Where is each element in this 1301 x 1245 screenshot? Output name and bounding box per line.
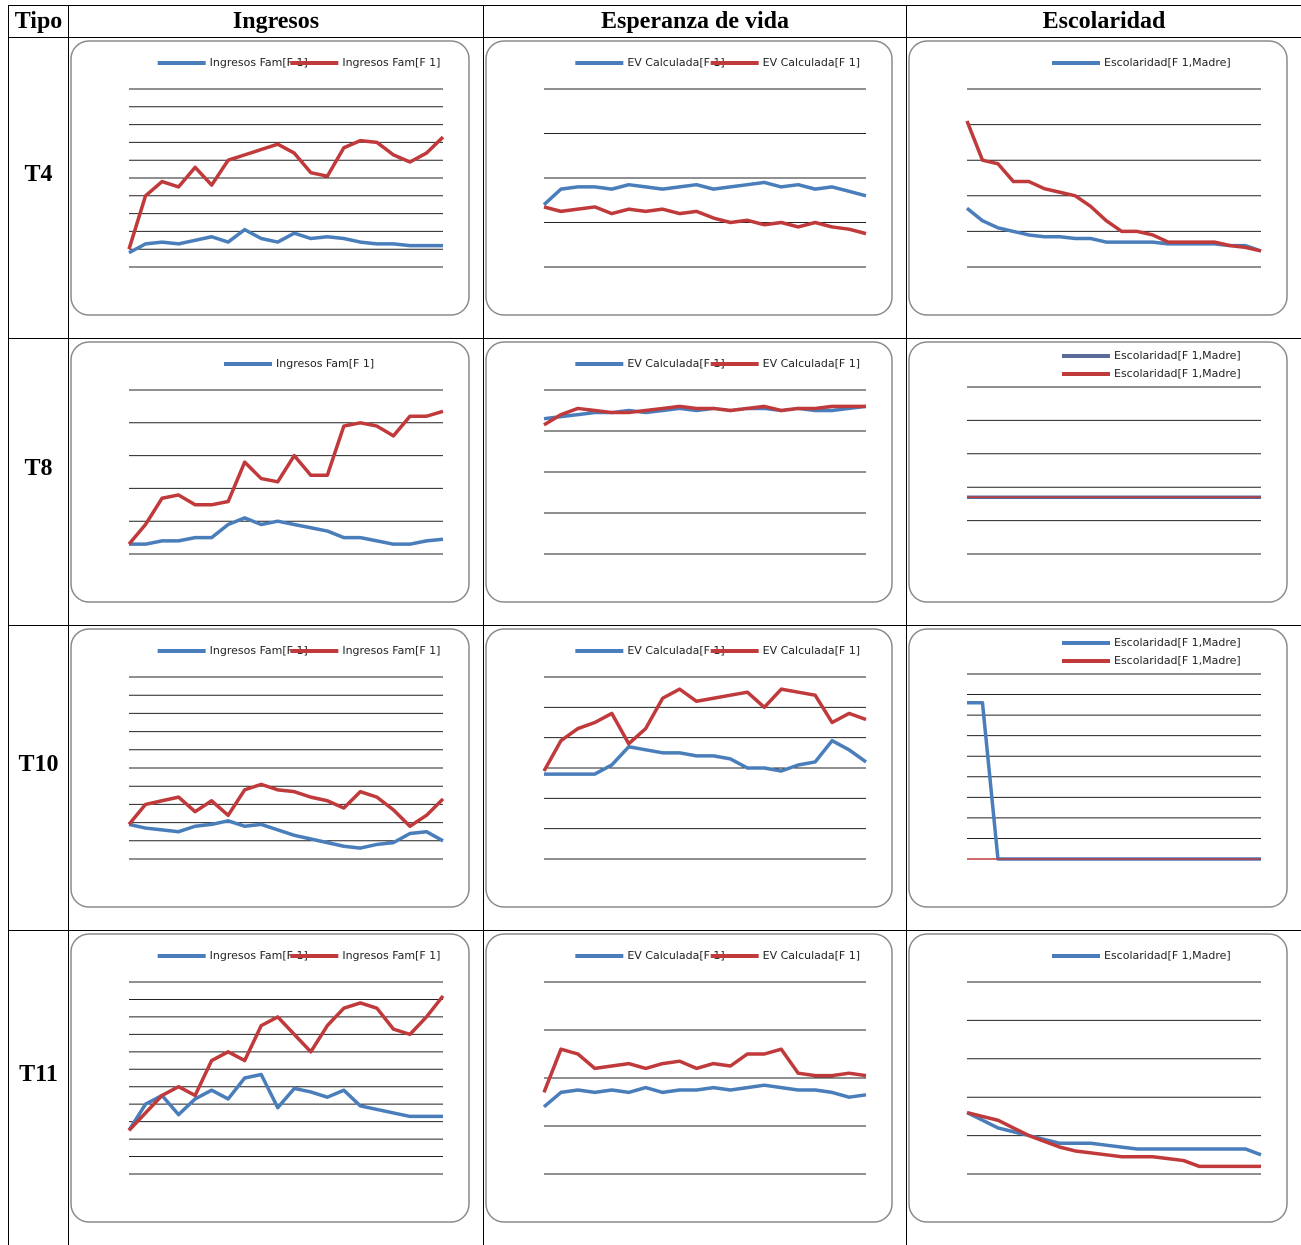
legend-label: EV Calculada[F 1] <box>763 644 860 657</box>
row-label-cell: T11 <box>8 930 69 1245</box>
chart-frame <box>70 933 470 1223</box>
series-line <box>965 120 1262 253</box>
series-line <box>543 404 866 427</box>
series-line <box>128 819 444 850</box>
series-line <box>127 782 445 828</box>
legend-label: Ingresos Fam[F 1] <box>342 644 440 657</box>
series-line <box>966 1110 1261 1169</box>
chart: Escolaridad[F 1,Madre] Escolaridad[F 1,Ma… <box>908 628 1288 908</box>
legend-label: Escolaridad[F 1,Madre] <box>1114 367 1241 380</box>
series-line <box>542 687 867 772</box>
chart-frame <box>908 40 1288 316</box>
chart-frame <box>908 628 1288 908</box>
chart: Escolaridad[F 1,Madre] Escolaridad[F 1,Ma… <box>908 341 1288 603</box>
series-line <box>128 227 443 255</box>
legend-label: Escolaridad[F 1,Madre] <box>1114 654 1241 667</box>
legend-label: Escolaridad[F 1,Madre] <box>1104 56 1231 69</box>
series-line <box>127 1072 443 1132</box>
row-label-cell: T10 <box>8 625 69 931</box>
legend-label: EV Calculada[F 1] <box>627 949 724 962</box>
chart: Escolaridad[F 1,Madre] <box>908 40 1288 316</box>
series-line <box>544 738 868 776</box>
series-line <box>965 206 1262 253</box>
series-line <box>127 135 445 250</box>
series-line <box>966 1110 1262 1157</box>
chart: EV Calculada[F 1] EV Calculada[F 1] <box>485 628 893 908</box>
chart: EV Calculada[F 1] EV Calculada[F 1] <box>485 40 893 316</box>
chart-frame <box>908 341 1288 603</box>
series-line <box>542 180 867 206</box>
chart-frame <box>908 933 1288 1223</box>
legend-label: Escolaridad[F 1,Madre] <box>1104 949 1231 962</box>
header-cell: Esperanza de vida <box>483 5 907 38</box>
chart: Ingresos Fam[F 1] Ingresos Fam[F 1] <box>70 628 470 908</box>
legend-label: Escolaridad[F 1,Madre] <box>1114 349 1241 362</box>
chart: Escolaridad[F 1,Madre] <box>908 933 1288 1223</box>
legend-label: EV Calculada[F 1] <box>627 56 724 69</box>
series-line <box>127 994 445 1132</box>
header-cell: Ingresos <box>68 5 484 38</box>
legend-label: EV Calculada[F 1] <box>763 949 860 962</box>
chart: Ingresos Fam[F 1] Ingresos Fam[F 1] <box>70 40 470 316</box>
chart: EV Calculada[F 1] EV Calculada[F 1] <box>485 933 893 1223</box>
series-line <box>543 205 867 236</box>
legend-label: Ingresos Fam[F 1] <box>342 56 440 69</box>
row-label-cell: T4 <box>8 37 69 339</box>
series-line <box>542 1083 867 1109</box>
series-line <box>127 409 444 546</box>
legend-label: EV Calculada[F 1] <box>763 56 860 69</box>
legend-label: Escolaridad[F 1,Madre] <box>1114 636 1241 649</box>
chart-cell <box>906 930 1301 1245</box>
header-cell: Tipo <box>8 5 69 38</box>
legend-label: EV Calculada[F 1] <box>627 357 724 370</box>
legend-label: Ingresos Fam[F 1] <box>210 949 308 962</box>
chart: Ingresos Fam[F 1] <box>70 341 470 603</box>
series-line <box>542 1047 867 1094</box>
legend-label: Ingresos Fam[F 1] <box>276 357 374 370</box>
chart: Ingresos Fam[F 1] Ingresos Fam[F 1] <box>70 933 470 1223</box>
legend-label: Ingresos Fam[F 1] <box>342 949 440 962</box>
legend-label: Ingresos Fam[F 1] <box>210 644 308 657</box>
chart: EV Calculada[F 1] EV Calculada[F 1] <box>485 341 893 603</box>
row-label-cell: T8 <box>8 338 69 626</box>
legend-label: EV Calculada[F 1] <box>627 644 724 657</box>
chart-frame <box>70 341 470 603</box>
legend-label: Ingresos Fam[F 1] <box>210 56 308 69</box>
series-line <box>129 516 444 546</box>
header-cell: Escolaridad <box>906 5 1301 38</box>
legend-label: EV Calculada[F 1] <box>763 357 860 370</box>
